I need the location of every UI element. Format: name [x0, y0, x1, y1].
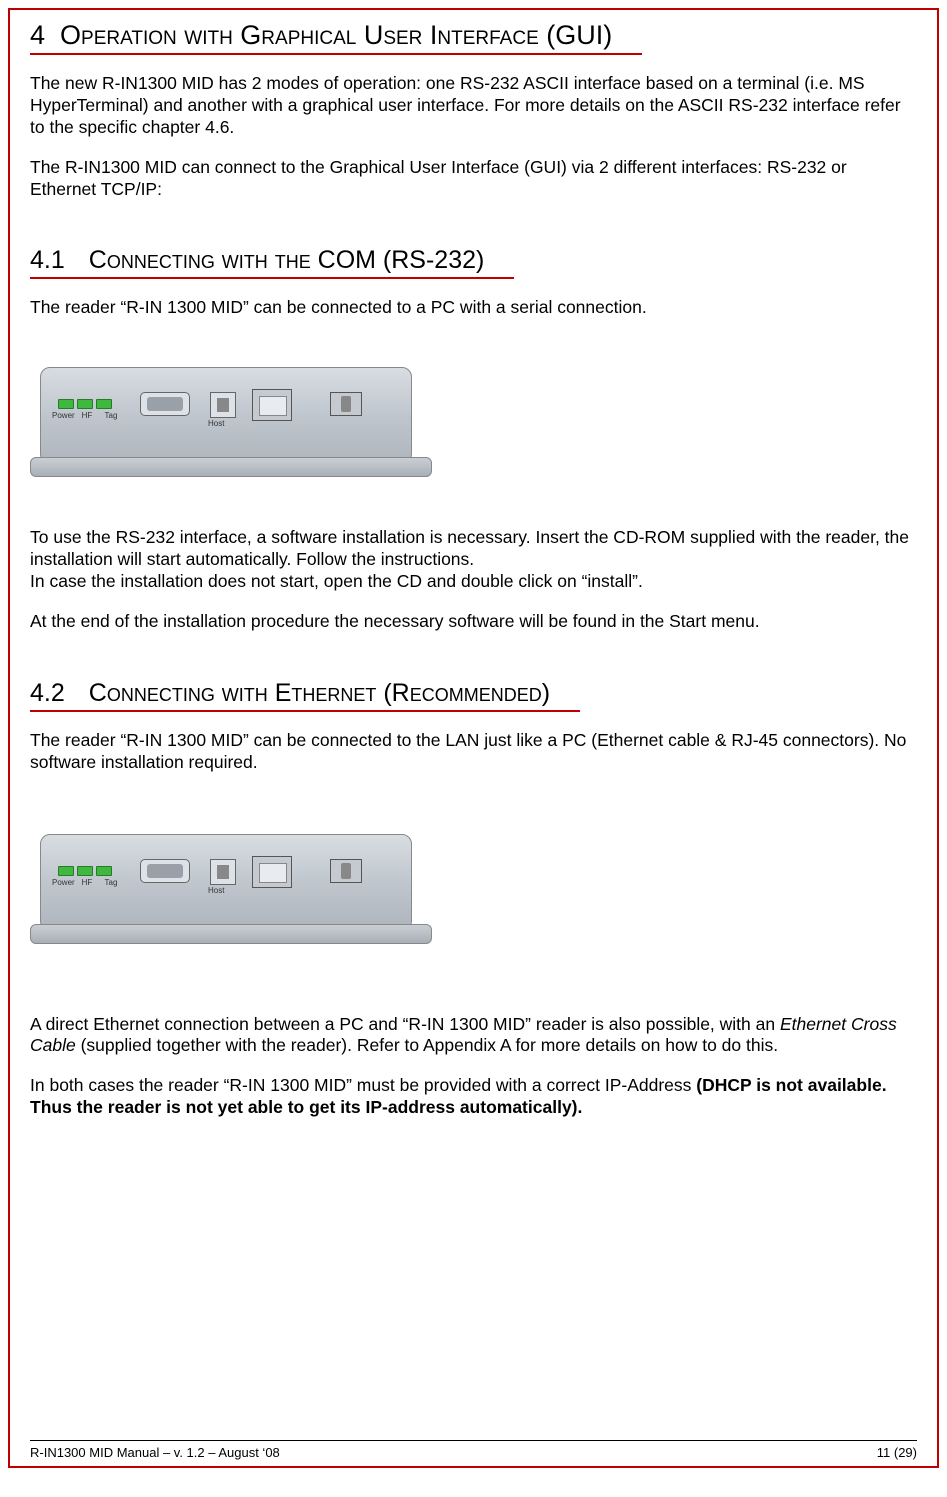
rj45-port-icon — [252, 856, 292, 888]
sub2-paragraph-2: A direct Ethernet connection between a P… — [30, 1014, 917, 1058]
device-base — [30, 924, 432, 944]
footer-left: R-IN1300 MID Manual – v. 1.2 – August ‘0… — [30, 1445, 280, 1460]
subsection-number: 4.1 — [30, 246, 65, 274]
antenna-port-icon — [330, 392, 362, 416]
sub2-paragraph-1: The reader “R-IN 1300 MID” can be connec… — [30, 730, 917, 774]
led-label: Power — [52, 878, 74, 887]
usb-port-icon — [210, 392, 236, 418]
led-label: Tag — [100, 411, 122, 420]
led-group — [58, 866, 112, 876]
device-base — [30, 457, 432, 477]
section-number: 4 — [30, 20, 45, 50]
footer-right: 11 (29) — [877, 1445, 917, 1460]
led-label: Power — [52, 411, 74, 420]
led-hf-icon — [77, 399, 93, 409]
document-page: 4 Operation with Graphical User Interfac… — [8, 8, 939, 1468]
text-run: A direct Ethernet connection between a P… — [30, 1014, 780, 1034]
led-group — [58, 399, 112, 409]
usb-port-icon — [210, 859, 236, 885]
usb-label: Host — [208, 419, 224, 428]
serial-port-icon — [140, 859, 190, 883]
device-diagram-ethernet: Power HF Tag Host — [30, 804, 430, 964]
device-diagram-serial: Power HF Tag Host — [30, 337, 430, 497]
rj45-port-icon — [252, 389, 292, 421]
sub2-paragraph-3: In both cases the reader “R-IN 1300 MID”… — [30, 1075, 917, 1119]
subsection-title-text: Connecting with the COM (RS-232) — [89, 246, 485, 274]
page-footer: R-IN1300 MID Manual – v. 1.2 – August ‘0… — [30, 1440, 917, 1460]
led-hf-icon — [77, 866, 93, 876]
led-labels: Power HF Tag — [52, 411, 122, 420]
sub1-paragraph-4: At the end of the installation procedure… — [30, 611, 917, 633]
text-run: (supplied together with the reader). Ref… — [76, 1035, 778, 1055]
led-power-icon — [58, 866, 74, 876]
led-label: HF — [76, 411, 98, 420]
sub1-paragraph-3: In case the installation does not start,… — [30, 571, 917, 593]
section-title-text: Operation with Graphical User Interface … — [60, 20, 612, 50]
led-power-icon — [58, 399, 74, 409]
antenna-port-icon — [330, 859, 362, 883]
led-tag-icon — [96, 399, 112, 409]
intro-paragraph-1: The new R-IN1300 MID has 2 modes of oper… — [30, 73, 917, 139]
led-label: Tag — [100, 878, 122, 887]
subsection-title-text: Connecting with Ethernet (Recommended) — [89, 679, 550, 707]
serial-port-icon — [140, 392, 190, 416]
led-tag-icon — [96, 866, 112, 876]
sub1-paragraph-1: The reader “R-IN 1300 MID” can be connec… — [30, 297, 917, 319]
subsection-heading-4-2: 4.2 Connecting with Ethernet (Recommended… — [30, 679, 580, 712]
section-heading: 4 Operation with Graphical User Interfac… — [30, 20, 642, 55]
usb-label: Host — [208, 886, 224, 895]
sub1-paragraph-2: To use the RS-232 interface, a software … — [30, 527, 917, 571]
led-labels: Power HF Tag — [52, 878, 122, 887]
intro-paragraph-2: The R-IN1300 MID can connect to the Grap… — [30, 157, 917, 201]
led-label: HF — [76, 878, 98, 887]
text-run: In both cases the reader “R-IN 1300 MID”… — [30, 1075, 696, 1095]
subsection-heading-4-1: 4.1 Connecting with the COM (RS-232) — [30, 246, 514, 279]
subsection-number: 4.2 — [30, 679, 65, 707]
